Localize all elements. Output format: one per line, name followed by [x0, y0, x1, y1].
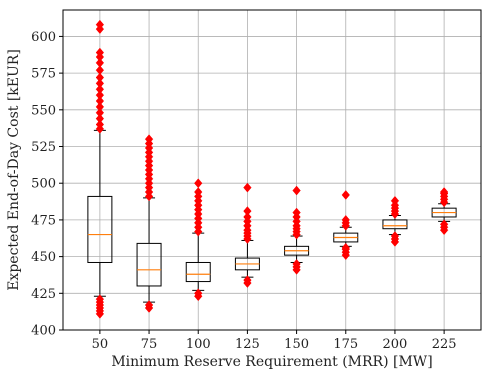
- outlier-point: [194, 187, 203, 197]
- iqr-box: [87, 195, 113, 263]
- outlier-point: [95, 294, 105, 305]
- x-axis-label: Minimum Reserve Requirement (MRR) [MW]: [111, 354, 432, 370]
- y-tick-label: 425: [31, 287, 56, 302]
- x-tick-label: 75: [141, 337, 158, 352]
- iqr-box: [185, 261, 211, 283]
- outlier-point: [95, 78, 105, 89]
- boxes-layer: [87, 129, 457, 303]
- x-tick-label: 125: [235, 337, 260, 352]
- outlier-point: [95, 107, 105, 118]
- outlier-point: [243, 275, 252, 285]
- x-tick-label: 225: [432, 337, 457, 352]
- outlier-point: [292, 207, 301, 218]
- outlier-point: [95, 47, 105, 58]
- box-75: [136, 197, 162, 303]
- outlier-point: [95, 101, 105, 112]
- outlier-point: [95, 57, 105, 68]
- outlier-point: [292, 259, 301, 269]
- y-tick-label: 550: [31, 103, 56, 118]
- outlier-point: [390, 231, 400, 241]
- outlier-point: [95, 72, 105, 83]
- y-tick-label: 575: [31, 67, 56, 82]
- x-tick-label: 100: [186, 337, 211, 352]
- outlier-point: [144, 134, 154, 145]
- x-tick-label: 200: [383, 337, 408, 352]
- outlier-point: [439, 219, 449, 230]
- outlier-point: [194, 288, 203, 299]
- y-tick-label: 400: [31, 324, 56, 339]
- ticks-layer: 400 425 450 475 500 525 550 575 600 50 75 100 125 150…: [31, 30, 456, 352]
- iqr-box: [382, 219, 408, 230]
- outlier-point: [95, 19, 105, 30]
- outlier-point: [341, 215, 350, 225]
- y-tick-label: 500: [31, 177, 56, 192]
- x-tick-label: 150: [284, 337, 309, 352]
- outlier-point: [95, 113, 105, 124]
- outlier-point: [243, 206, 252, 216]
- outlier-point: [341, 242, 350, 253]
- outlier-point: [292, 185, 301, 196]
- y-tick-label: 600: [31, 30, 56, 45]
- iqr-box: [136, 242, 162, 287]
- grid-lines: [63, 10, 481, 331]
- outliers-layer: [95, 19, 449, 319]
- box-50: [87, 129, 113, 297]
- outlier-point: [341, 190, 350, 200]
- outlier-point: [144, 300, 154, 310]
- x-tick-label: 175: [333, 337, 358, 352]
- y-tick-label: 475: [31, 213, 56, 228]
- outlier-point: [95, 84, 105, 95]
- outlier-point: [194, 178, 203, 189]
- y-axis-label: Expected End-of-Day Cost [kEUR]: [6, 49, 22, 291]
- box-100: [185, 232, 211, 291]
- x-tick-label: 50: [92, 337, 109, 352]
- outlier-point: [95, 90, 105, 101]
- y-tick-label: 525: [31, 140, 56, 155]
- outlier-point: [439, 187, 449, 197]
- outlier-point: [95, 119, 105, 130]
- outlier-point: [95, 65, 105, 76]
- outlier-point: [390, 195, 400, 206]
- y-tick-label: 450: [31, 250, 56, 265]
- outlier-point: [95, 96, 105, 106]
- plot-frame: [62, 9, 482, 331]
- outlier-point: [243, 212, 252, 222]
- outlier-point: [243, 182, 252, 193]
